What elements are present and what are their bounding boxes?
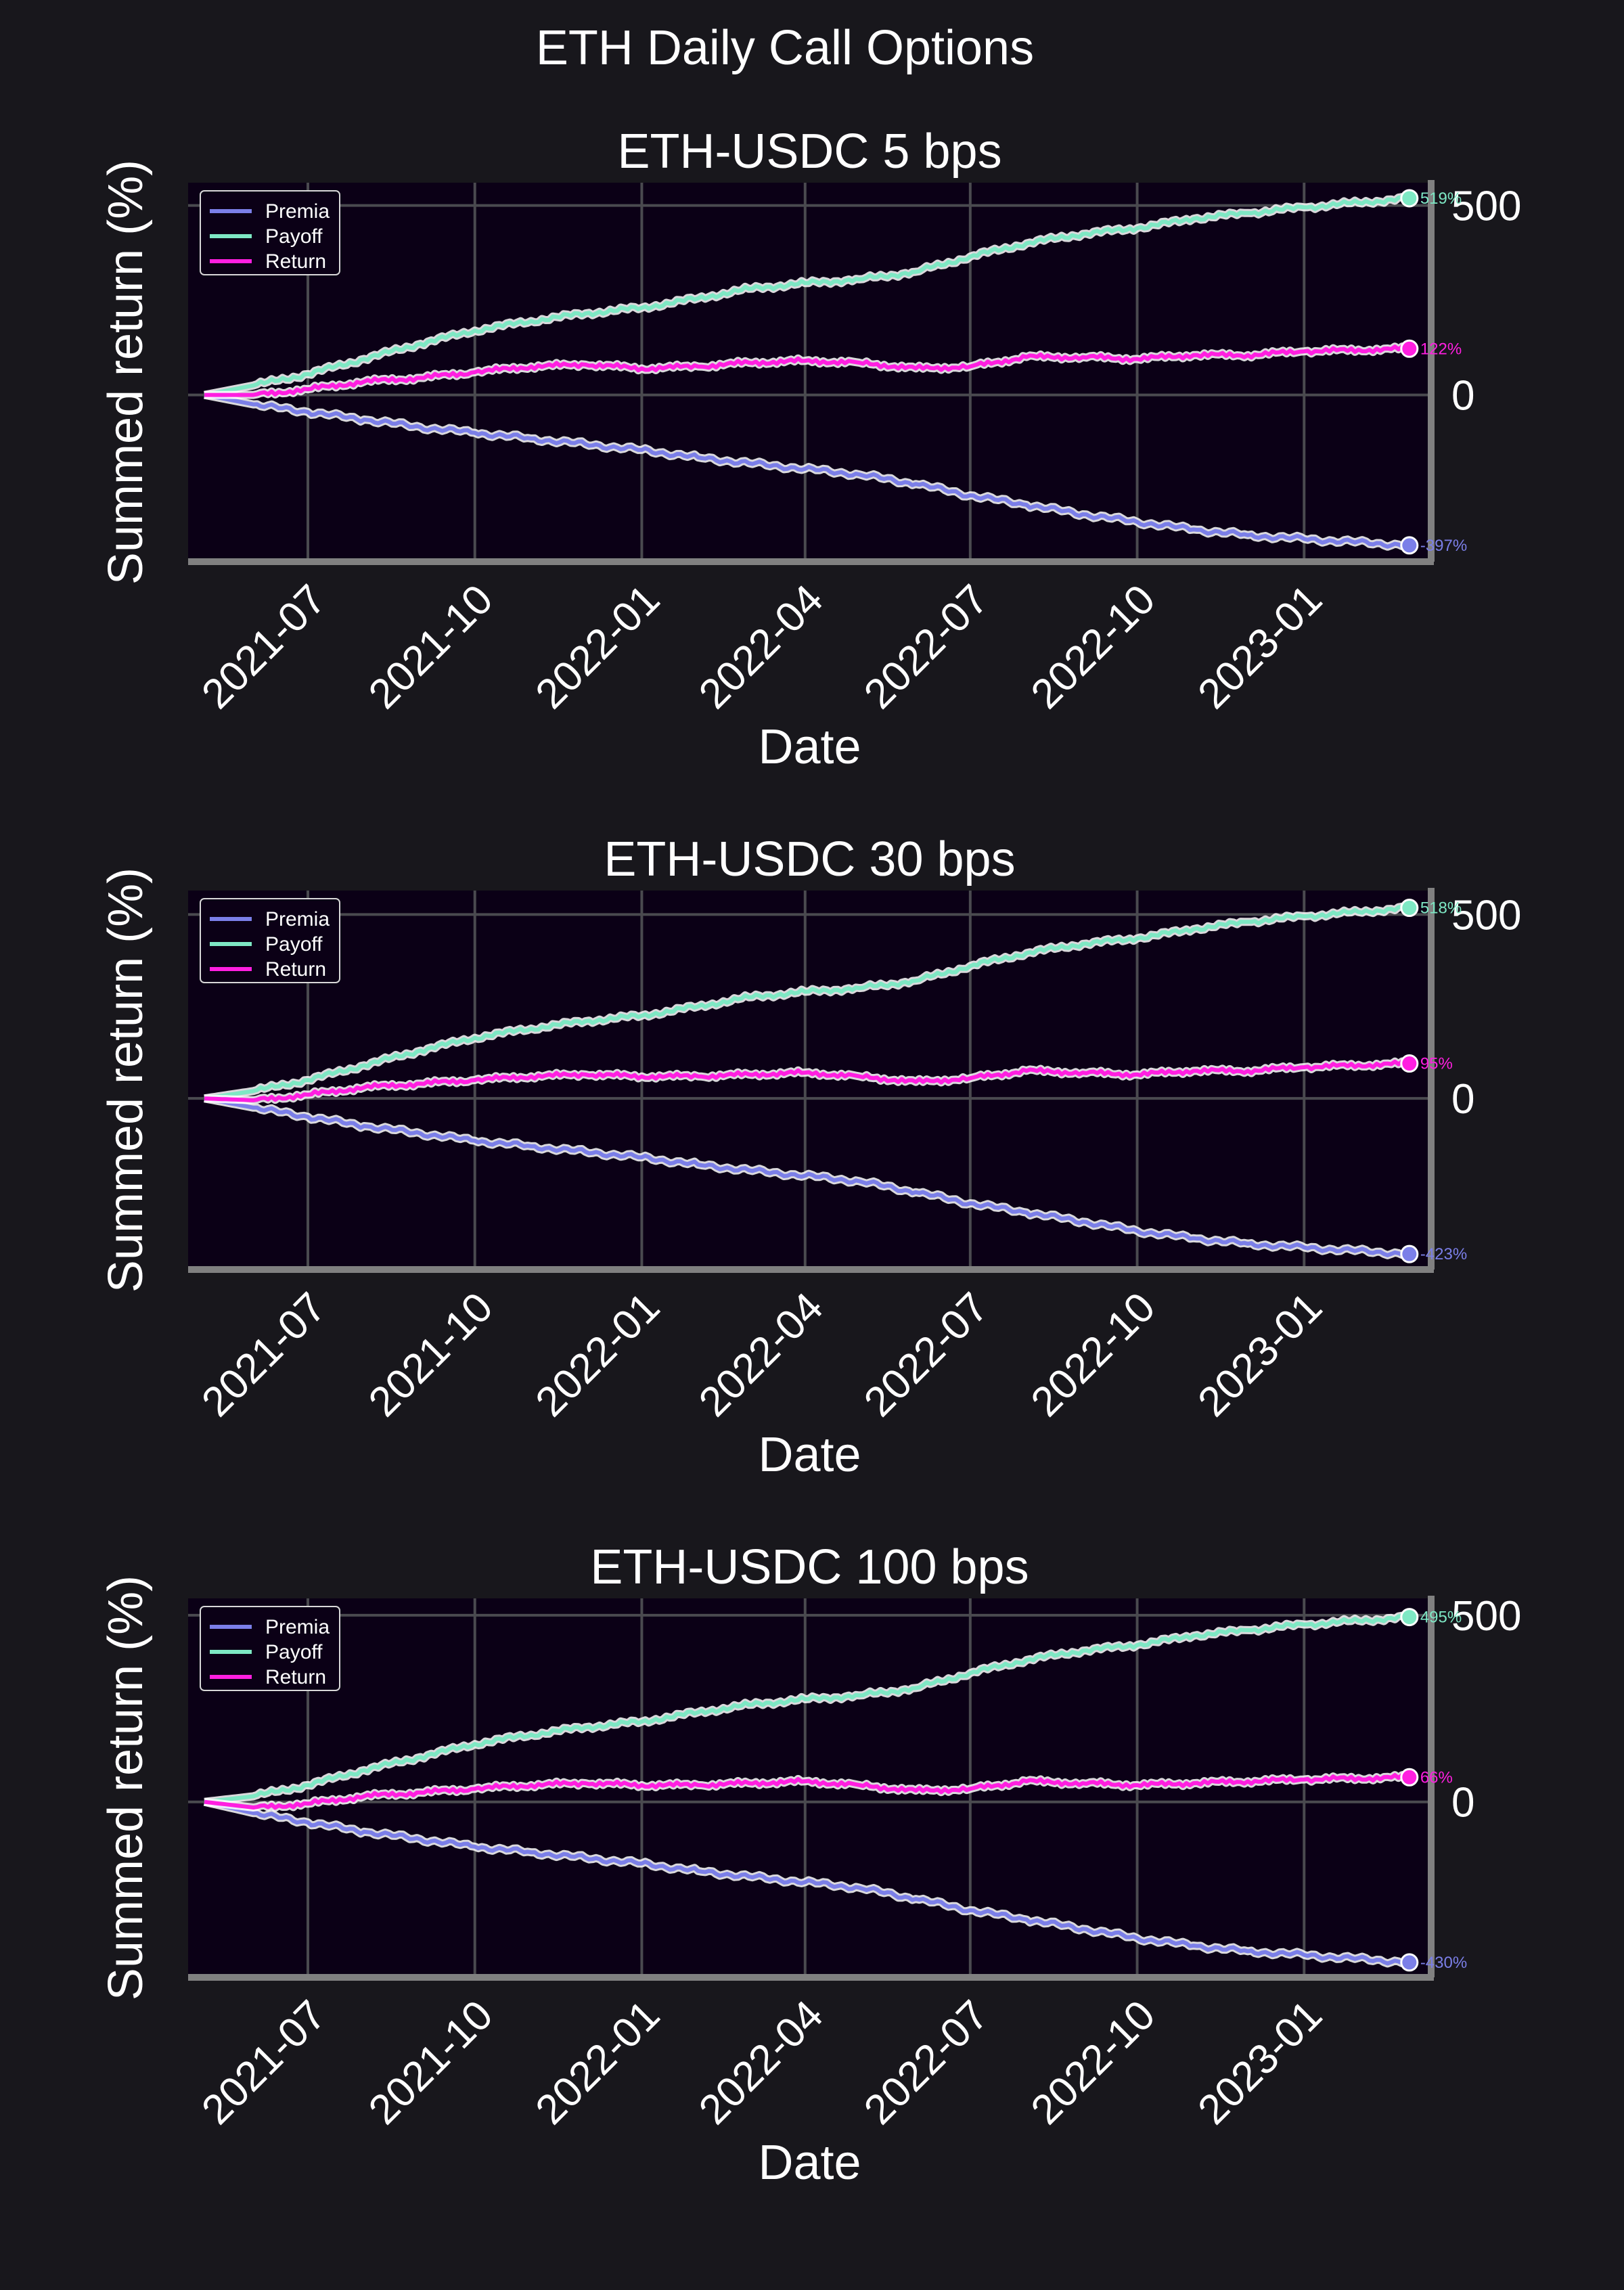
y-axis-label: Summed return (%) <box>99 160 153 585</box>
series-line-return <box>204 344 1409 397</box>
y-tick-label: 0 <box>1451 1076 1474 1123</box>
figure-title: ETH Daily Call Options <box>536 21 1034 75</box>
x-axis-label: Date <box>758 2136 861 2190</box>
end-marker-premia <box>1400 1244 1419 1263</box>
end-marker-payoff <box>1400 189 1419 208</box>
legend: Premia Payoff Return <box>200 1606 340 1691</box>
legend-label: Payoff <box>265 933 323 956</box>
x-axis-label: Date <box>758 1428 861 1482</box>
subplot-2: 2021-07 2021-10 2022-01 2022-04 2022-07 2022-… <box>99 832 1521 1482</box>
series-line-return <box>204 1059 1409 1102</box>
series-line-payoff <box>204 1613 1410 1804</box>
y-tick-label: 500 <box>1451 183 1521 230</box>
legend-label: Premia <box>265 908 330 930</box>
subplots: 2021-07 2021-10 2022-01 2022-04 2022-07 2022-… <box>99 125 1521 2190</box>
plot-area <box>188 891 1431 1270</box>
series-line-return <box>204 1773 1409 1810</box>
end-marker-return <box>1400 339 1419 358</box>
y-tick-label: 0 <box>1451 373 1474 420</box>
end-value-label: 518% <box>1420 899 1462 918</box>
y-tick-label: 0 <box>1451 1780 1474 1826</box>
series-line-payoff <box>204 904 1410 1101</box>
legend-label: Return <box>265 958 326 981</box>
y-tick-label: 500 <box>1451 1593 1521 1640</box>
plot-area <box>188 1598 1431 1977</box>
end-value-label: 66% <box>1420 1768 1453 1787</box>
y-axis-label: Summed return (%) <box>99 1575 153 2000</box>
end-value-label: -397% <box>1420 537 1467 555</box>
series-line-premia <box>204 1799 1410 1966</box>
subplot-title: ETH-USDC 30 bps <box>604 832 1015 886</box>
subplot-title: ETH-USDC 100 bps <box>590 1540 1029 1594</box>
end-value-label: 95% <box>1420 1055 1453 1073</box>
end-marker-payoff <box>1400 1608 1419 1627</box>
plot-area <box>188 183 1431 562</box>
subplot-title: ETH-USDC 5 bps <box>617 125 1001 179</box>
end-marker-return <box>1400 1768 1419 1787</box>
series-line-premia <box>204 392 1410 549</box>
end-value-label: -423% <box>1420 1245 1467 1263</box>
end-value-label: 519% <box>1420 189 1462 208</box>
end-value-label: -430% <box>1420 1954 1467 1972</box>
y-tick-label: 500 <box>1451 892 1521 939</box>
legend-label: Payoff <box>265 1641 323 1663</box>
end-value-label: 122% <box>1420 340 1462 358</box>
legend-label: Payoff <box>265 225 323 248</box>
series-line-premia <box>204 1096 1410 1257</box>
end-marker-payoff <box>1400 899 1419 918</box>
end-marker-premia <box>1400 536 1419 555</box>
series-line-payoff <box>204 195 1410 397</box>
x-axis-label: Date <box>758 720 861 774</box>
end-value-label: 495% <box>1420 1609 1462 1627</box>
legend-label: Return <box>265 1666 326 1688</box>
legend-label: Return <box>265 250 326 273</box>
legend-label: Premia <box>265 1616 330 1638</box>
end-marker-premia <box>1400 1953 1419 1972</box>
end-marker-return <box>1400 1054 1419 1073</box>
legend-label: Premia <box>265 200 330 223</box>
y-axis-label: Summed return (%) <box>99 868 153 1293</box>
